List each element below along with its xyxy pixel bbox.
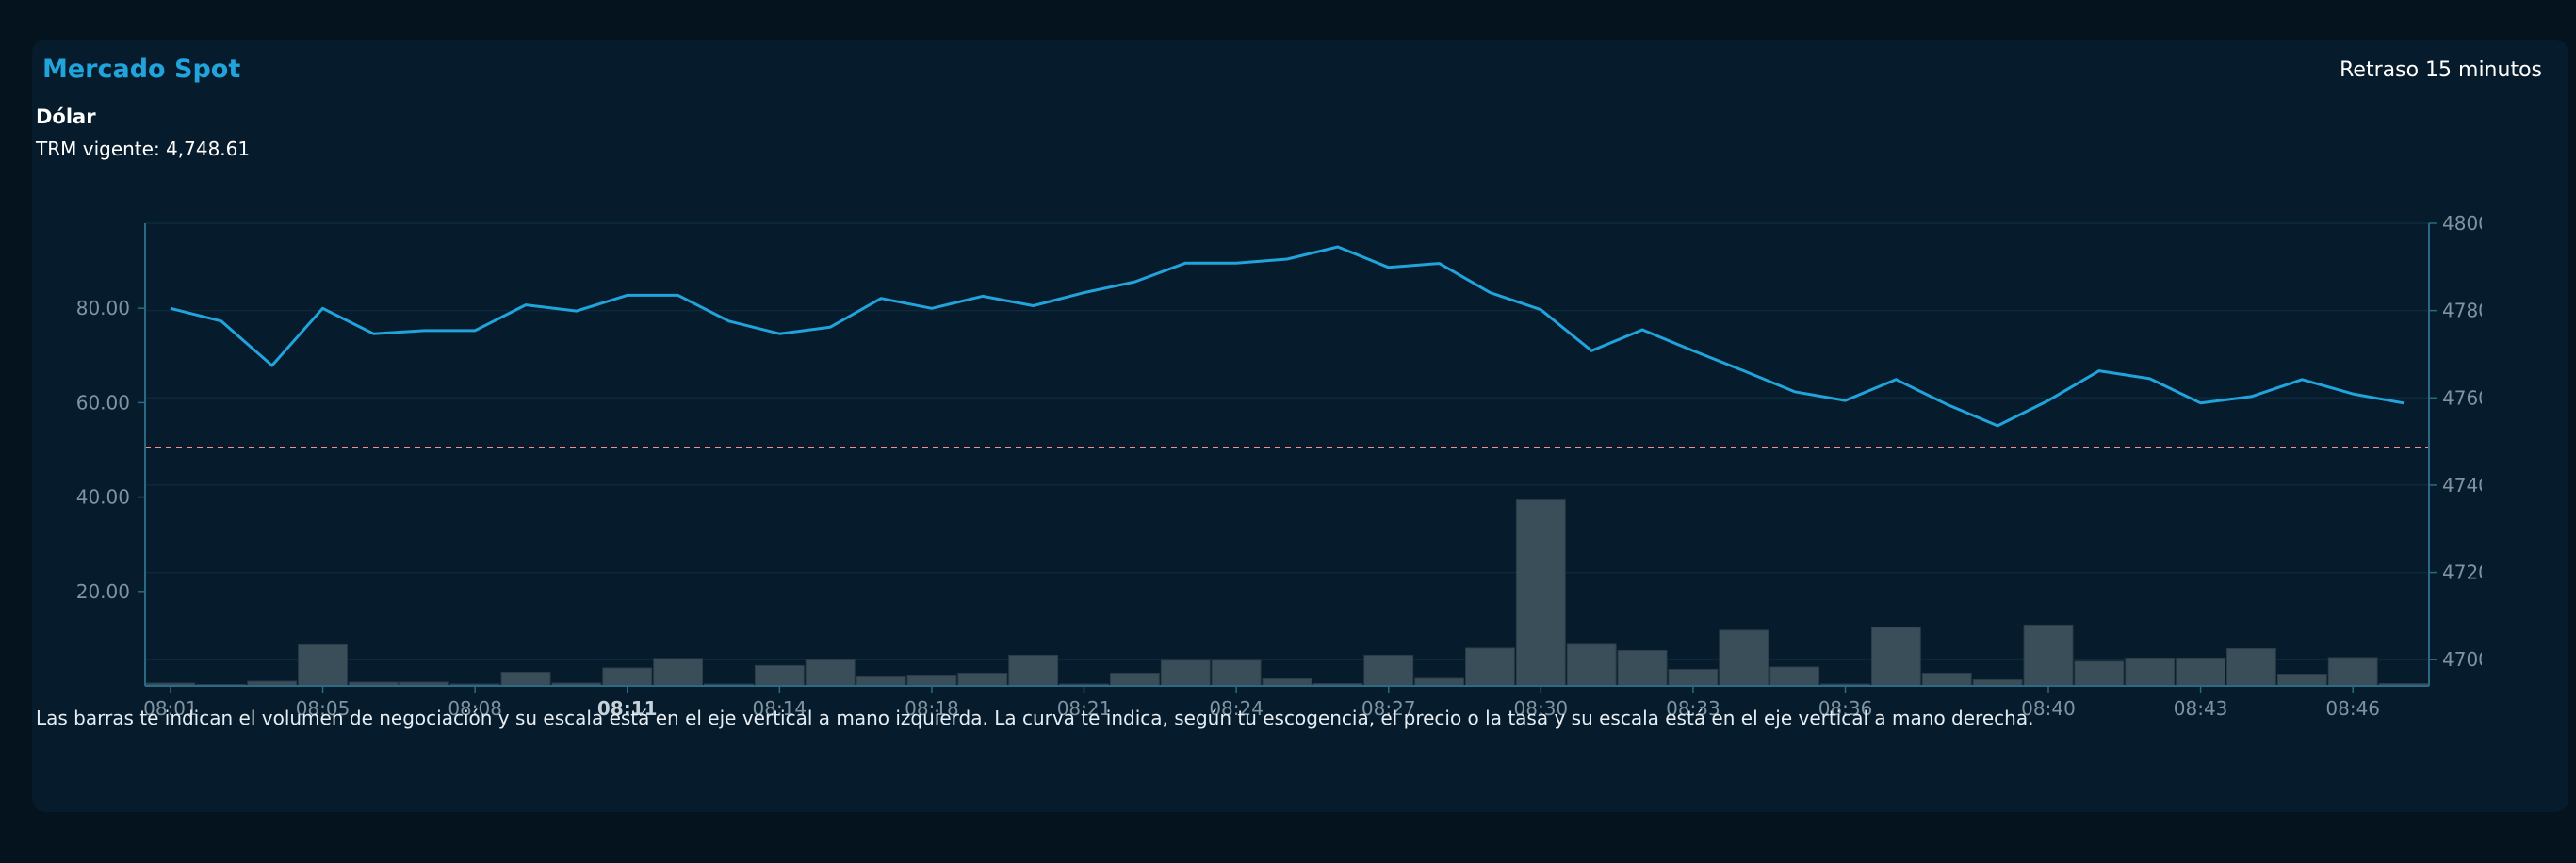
price-volume-chart[interactable]: 20.00 40.00 60.00 80.00 4700.00 4720.00 4740.0… <box>32 40 2482 737</box>
delay-label: Retraso 15 minutos <box>2340 58 2542 82</box>
x-axis-label: 08:14 <box>753 697 807 720</box>
x-axis-label: 08:18 <box>905 697 959 720</box>
volume-bar <box>1921 672 1972 687</box>
right-axis-label: 4740.00 <box>2442 474 2482 497</box>
x-axis-label: 08:40 <box>2021 697 2076 720</box>
x-axis-label: 08:24 <box>1209 697 1264 720</box>
x-axis-label: 08:27 <box>1361 697 1416 720</box>
right-axis-label: 4720.00 <box>2442 562 2482 584</box>
volume-bar <box>1719 629 1769 687</box>
volume-bar <box>298 643 348 687</box>
x-axis-label: 08:01 <box>143 697 198 720</box>
left-axis-label: 20.00 <box>76 580 130 603</box>
volume-bar <box>2023 624 2074 687</box>
volume-bar <box>1160 659 1211 687</box>
volume-bar <box>653 658 704 687</box>
volume-bar <box>754 664 805 687</box>
volume-bar <box>1363 654 1414 687</box>
volume-bar <box>1262 677 1312 687</box>
volume-bar <box>602 667 653 687</box>
volume-bar <box>1769 666 1820 687</box>
page-title: Mercado Spot <box>42 55 241 84</box>
volume-bar <box>1414 677 1465 687</box>
right-axis-label: 4780.00 <box>2442 300 2482 322</box>
volume-bar <box>1211 659 1262 687</box>
price-line <box>170 245 2405 428</box>
volume-bar <box>906 674 957 687</box>
x-axis-label: 08:33 <box>1666 697 1720 720</box>
chart-explanation: Las barras te indican el volumen de nego… <box>36 707 2034 729</box>
x-axis-label: 08:11 <box>597 697 658 720</box>
x-axis-label: 08:43 <box>2174 697 2228 720</box>
volume-bar <box>2276 673 2327 687</box>
volume-bar <box>1008 654 1059 687</box>
right-axis-label: 4760.00 <box>2442 386 2482 409</box>
left-axis-label: 60.00 <box>76 391 130 414</box>
volume-bar <box>500 671 551 687</box>
volume-bar <box>2074 660 2125 687</box>
x-axis-label: 08:05 <box>296 697 351 720</box>
x-axis-label: 08:21 <box>1057 697 1112 720</box>
volume-bar <box>2327 657 2378 687</box>
volume-bar <box>1465 647 1515 687</box>
volume-bar <box>2176 657 2226 687</box>
volume-bar <box>1566 643 1617 687</box>
volume-bar <box>1617 649 1668 687</box>
x-axis-label: 08:36 <box>1818 697 1873 720</box>
currency-label: Dólar <box>36 106 96 128</box>
volume-bar <box>1668 668 1719 687</box>
right-axis-label: 4700.00 <box>2442 648 2482 671</box>
left-axis-label: 80.00 <box>76 297 130 319</box>
trm-label: TRM vigente: 4,748.61 <box>36 138 251 160</box>
left-axis-label: 40.00 <box>76 486 130 509</box>
volume-bar <box>2125 657 2176 687</box>
volume-bar <box>1515 499 1566 687</box>
volume-bar <box>1109 672 1160 687</box>
x-axis-label: 08:30 <box>1514 697 1569 720</box>
x-axis-label: 08:46 <box>2325 697 2380 720</box>
volume-bar <box>957 672 1008 687</box>
volume-bar <box>1870 627 1921 687</box>
x-axis-label: 08:08 <box>448 697 502 720</box>
volume-bar <box>805 659 856 687</box>
volume-bar <box>2226 647 2276 687</box>
volume-bar <box>856 676 906 687</box>
